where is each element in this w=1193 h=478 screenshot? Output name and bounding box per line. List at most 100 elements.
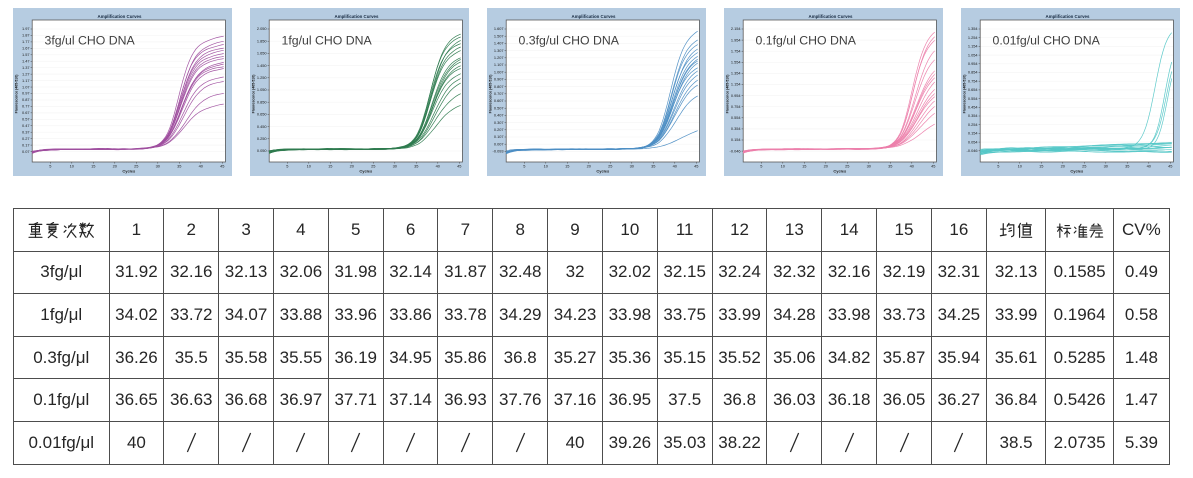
svg-text:0.154: 0.154 — [731, 137, 742, 142]
svg-text:0.954: 0.954 — [731, 93, 742, 98]
svg-text:0.3fg/ul CHO DNA: 0.3fg/ul CHO DNA — [519, 34, 620, 48]
svg-text:0.007: 0.007 — [494, 141, 504, 146]
svg-text:0.807: 0.807 — [494, 84, 504, 89]
svg-text:5: 5 — [49, 164, 51, 169]
svg-text:Cycles: Cycles — [833, 169, 847, 174]
svg-text:20: 20 — [113, 164, 118, 169]
svg-text:0.654: 0.654 — [968, 87, 979, 92]
svg-text:25: 25 — [1082, 164, 1086, 169]
svg-text:1.67: 1.67 — [22, 46, 30, 51]
svg-text:1.507: 1.507 — [494, 33, 504, 38]
svg-text:15: 15 — [802, 164, 806, 169]
svg-text:Amplification Curves: Amplification Curves — [572, 14, 616, 19]
svg-text:35: 35 — [177, 164, 181, 169]
svg-text:1.57: 1.57 — [22, 52, 30, 57]
svg-text:20: 20 — [824, 164, 829, 169]
svg-text:10: 10 — [781, 164, 786, 169]
svg-text:0.01fg/ul CHO DNA: 0.01fg/ul CHO DNA — [993, 34, 1101, 48]
svg-text:40: 40 — [673, 164, 678, 169]
svg-text:40: 40 — [199, 164, 204, 169]
svg-text:20: 20 — [1061, 164, 1066, 169]
svg-text:0.554: 0.554 — [731, 115, 742, 120]
svg-text:1.77: 1.77 — [22, 39, 30, 44]
svg-text:0.67: 0.67 — [22, 110, 30, 115]
svg-text:Cycles: Cycles — [122, 169, 136, 174]
svg-text:0.77: 0.77 — [22, 104, 30, 109]
svg-text:1.450: 1.450 — [257, 63, 268, 68]
svg-text:0.607: 0.607 — [494, 98, 504, 103]
svg-text:Cycles: Cycles — [1070, 169, 1084, 174]
svg-text:2.050: 2.050 — [257, 26, 268, 31]
svg-text:0.97: 0.97 — [22, 91, 30, 96]
svg-text:10: 10 — [544, 164, 549, 169]
svg-text:20: 20 — [587, 164, 592, 169]
svg-text:0.154: 0.154 — [968, 131, 979, 136]
svg-text:1.307: 1.307 — [494, 48, 504, 53]
svg-text:0.854: 0.854 — [968, 70, 979, 75]
svg-text:30: 30 — [1104, 164, 1109, 169]
svg-text:1.954: 1.954 — [731, 37, 742, 42]
svg-text:0.054: 0.054 — [968, 139, 979, 144]
svg-text:45: 45 — [220, 164, 224, 169]
svg-text:0.1fg/ul CHO DNA: 0.1fg/ul CHO DNA — [756, 34, 857, 48]
svg-text:40: 40 — [436, 164, 441, 169]
svg-text:0.954: 0.954 — [968, 61, 979, 66]
svg-text:-0.093: -0.093 — [493, 149, 504, 154]
svg-text:0.87: 0.87 — [22, 97, 30, 102]
svg-text:1.254: 1.254 — [968, 35, 979, 40]
svg-text:Amplification Curves: Amplification Curves — [1046, 14, 1090, 19]
svg-text:0.454: 0.454 — [968, 105, 979, 110]
svg-text:40: 40 — [1147, 164, 1152, 169]
svg-text:0.57: 0.57 — [22, 117, 30, 122]
svg-text:1.607: 1.607 — [494, 26, 504, 31]
svg-text:-0.046: -0.046 — [730, 148, 741, 153]
svg-text:0.554: 0.554 — [968, 96, 979, 101]
svg-text:0.650: 0.650 — [257, 112, 268, 117]
svg-text:10: 10 — [307, 164, 312, 169]
svg-text:1.050: 1.050 — [257, 87, 268, 92]
svg-text:1.97: 1.97 — [22, 26, 30, 31]
svg-text:0.07: 0.07 — [22, 149, 30, 154]
svg-text:1.17: 1.17 — [22, 78, 30, 83]
svg-text:15: 15 — [328, 164, 332, 169]
svg-text:0.754: 0.754 — [968, 78, 979, 83]
svg-text:Fluorescence (465-510): Fluorescence (465-510) — [15, 75, 19, 114]
svg-text:25: 25 — [134, 164, 138, 169]
svg-text:Cycles: Cycles — [596, 169, 610, 174]
svg-text:Cycles: Cycles — [359, 169, 373, 174]
svg-text:45: 45 — [694, 164, 698, 169]
svg-text:30: 30 — [156, 164, 161, 169]
svg-text:45: 45 — [931, 164, 935, 169]
svg-text:1.107: 1.107 — [494, 62, 504, 67]
svg-text:0.250: 0.250 — [257, 136, 268, 141]
svg-text:0.450: 0.450 — [257, 124, 268, 129]
svg-text:35: 35 — [414, 164, 418, 169]
svg-text:25: 25 — [371, 164, 375, 169]
svg-text:Fluorescence (465-510): Fluorescence (465-510) — [252, 75, 256, 114]
svg-text:30: 30 — [867, 164, 872, 169]
svg-text:0.407: 0.407 — [494, 113, 504, 118]
svg-text:0.307: 0.307 — [494, 120, 504, 125]
svg-text:1.650: 1.650 — [257, 51, 268, 56]
svg-text:35: 35 — [888, 164, 892, 169]
svg-text:1fg/ul CHO DNA: 1fg/ul CHO DNA — [282, 34, 373, 48]
svg-text:1.154: 1.154 — [968, 44, 979, 49]
svg-text:1.007: 1.007 — [494, 69, 504, 74]
svg-text:0.507: 0.507 — [494, 105, 504, 110]
svg-text:0.707: 0.707 — [494, 91, 504, 96]
svg-text:0.107: 0.107 — [494, 134, 504, 139]
svg-text:0.17: 0.17 — [22, 142, 30, 147]
svg-text:35: 35 — [1125, 164, 1129, 169]
svg-text:1.354: 1.354 — [731, 71, 742, 76]
svg-text:1.37: 1.37 — [22, 65, 30, 70]
svg-text:0.207: 0.207 — [494, 127, 504, 132]
svg-text:Amplification Curves: Amplification Curves — [335, 14, 379, 19]
svg-text:Fluorescence (465-510): Fluorescence (465-510) — [726, 75, 730, 114]
svg-text:45: 45 — [457, 164, 461, 169]
svg-text:1.207: 1.207 — [494, 55, 504, 60]
svg-text:1.47: 1.47 — [22, 58, 30, 63]
svg-text:5: 5 — [523, 164, 525, 169]
svg-text:10: 10 — [70, 164, 75, 169]
svg-text:15: 15 — [91, 164, 95, 169]
svg-text:0.354: 0.354 — [731, 126, 742, 131]
